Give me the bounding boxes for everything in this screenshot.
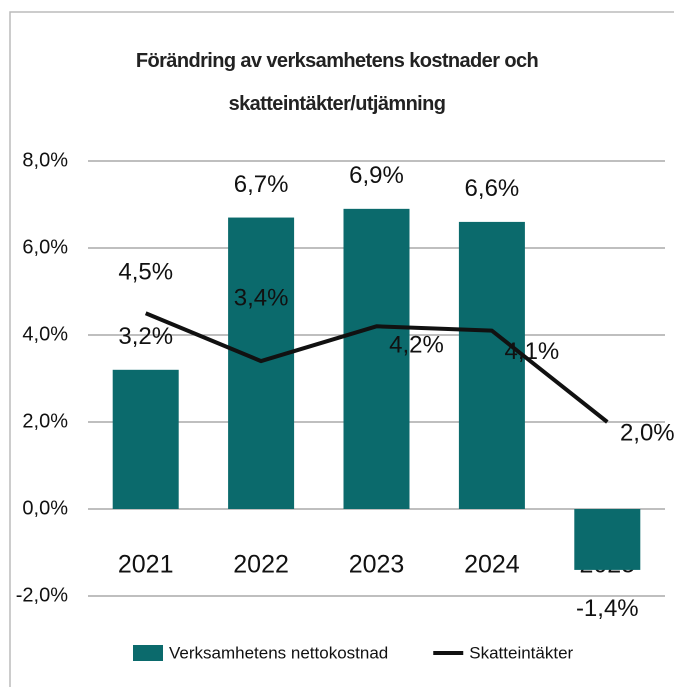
x-tick-label: 2024: [464, 551, 520, 579]
y-tick-label: 2,0%: [22, 410, 68, 432]
y-tick-label: 8,0%: [22, 149, 68, 171]
bar: [343, 208, 410, 509]
chart-title: Förändring av verksamhetens kostnader oc…: [135, 50, 539, 115]
bar: [458, 221, 525, 509]
line: [144, 311, 609, 424]
data-label: 4,1%: [505, 338, 560, 365]
bar: [574, 509, 641, 570]
x-tick-label: 2023: [349, 551, 405, 579]
data-label: 6,6%: [465, 175, 520, 202]
legend-swatch: [133, 645, 163, 661]
data-label: 6,7%: [234, 171, 289, 198]
y-tick-label: 6,0%: [22, 236, 68, 258]
data-label: 3,4%: [234, 284, 289, 311]
data-label: 4,5%: [118, 259, 173, 286]
y-tick-label: 4,0%: [22, 323, 68, 345]
x-tick-label: 2022: [233, 551, 289, 579]
x-tick-label: 2021: [118, 551, 174, 579]
frame: [9, 11, 674, 687]
data-label: 4,2%: [389, 332, 444, 359]
bar: [228, 217, 295, 510]
bar: [112, 369, 179, 509]
data-label: 6,9%: [349, 162, 404, 189]
legend-label: Verksamhetens nettokostnad: [169, 643, 388, 662]
legend-label: Skatteintäkter: [469, 643, 573, 662]
data-label: -1,4%: [576, 595, 639, 622]
y-tick-label: -2,0%: [16, 584, 68, 606]
data-label: 3,2%: [118, 323, 173, 350]
data-label: 2,0%: [620, 419, 674, 446]
y-tick-label: 0,0%: [22, 497, 68, 519]
